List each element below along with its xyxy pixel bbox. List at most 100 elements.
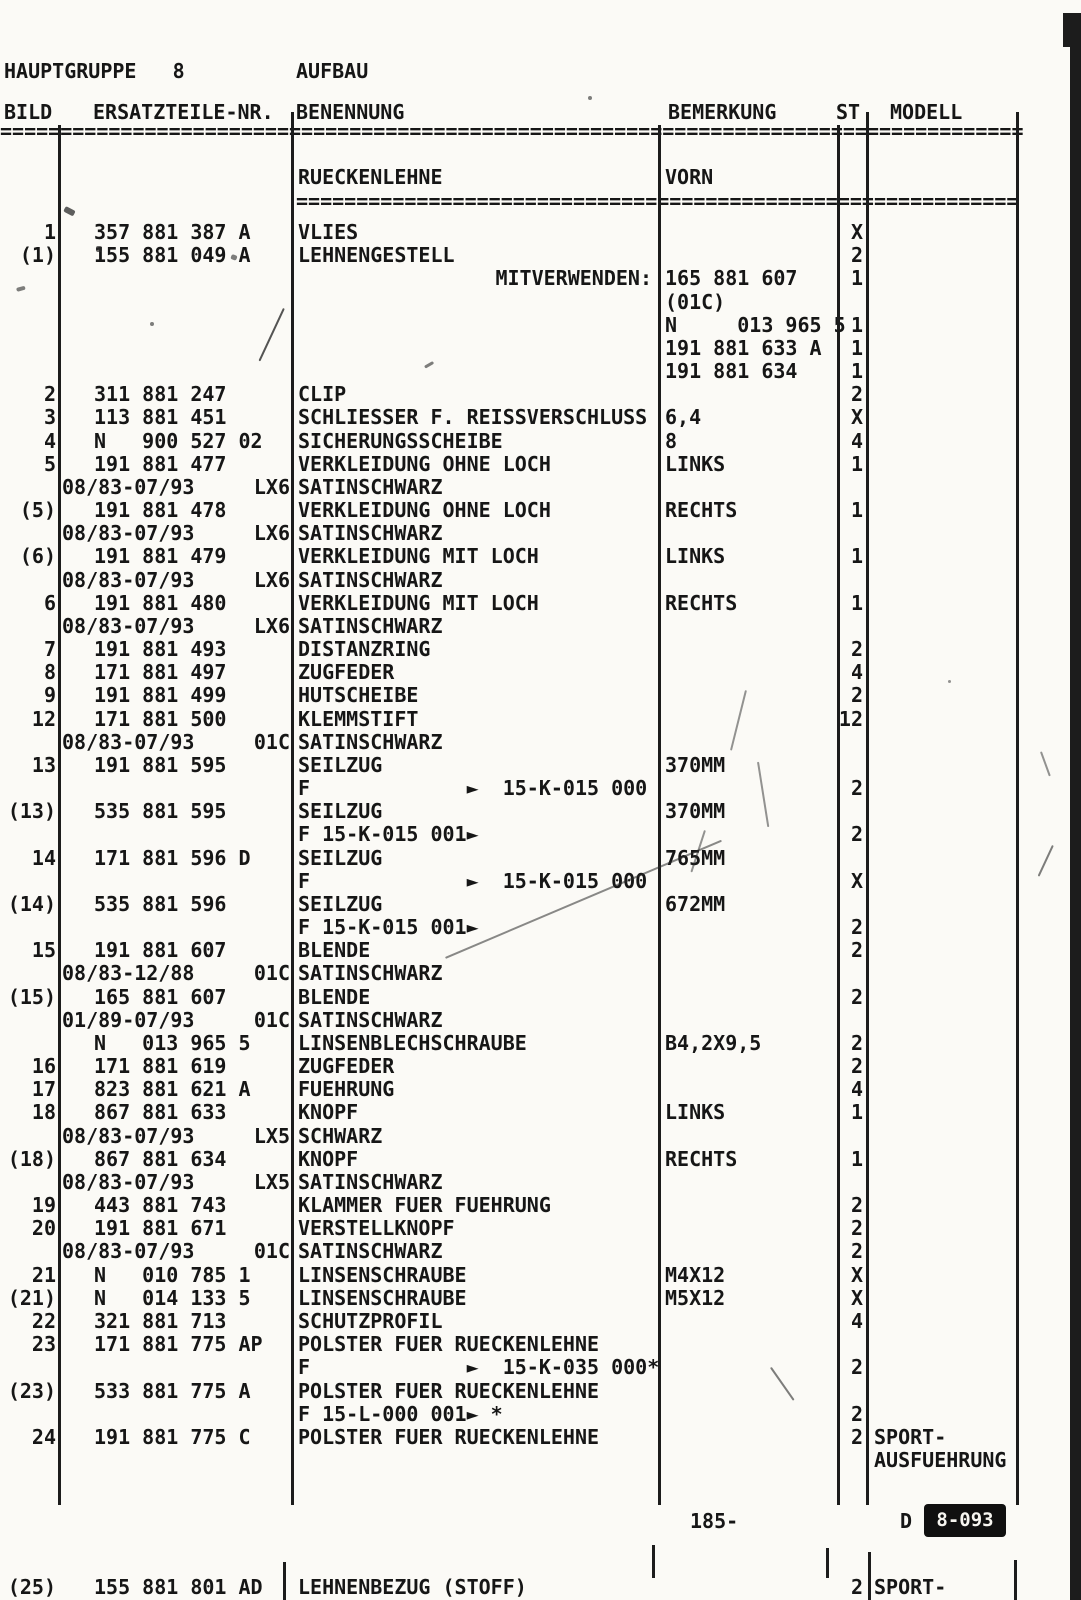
cell-bild: 1 bbox=[43, 220, 56, 244]
cell-nr: N 010 785 1 bbox=[94, 1263, 251, 1287]
table-row: 19 443 881 743 KLAMMER FUER FUEHRUNG 2 bbox=[0, 1194, 1081, 1217]
table-row: 08/83-07/93 LX6 SATINSCHWARZ bbox=[0, 522, 1081, 545]
cell-ben: F ► 15-K-015 000 bbox=[298, 776, 648, 800]
cell-nr: 533 881 775 A bbox=[94, 1379, 251, 1403]
cell-bild: (1) bbox=[19, 243, 56, 267]
table-row: F ► 15-K-015 000 X bbox=[0, 870, 1081, 893]
cell-nr: 443 881 743 bbox=[94, 1193, 227, 1217]
table-row: 8 171 881 497 ZUGFEDER 4 bbox=[0, 661, 1081, 684]
cell-bem: RECHTS bbox=[665, 591, 738, 615]
cell-st: 2 bbox=[850, 243, 863, 267]
cell-bem: M4X12 bbox=[665, 1263, 726, 1287]
table-row: 08/83-07/93 LX6 SATINSCHWARZ bbox=[0, 476, 1081, 499]
cell-nr: 171 881 497 bbox=[94, 660, 227, 684]
cell-nr: 535 881 595 bbox=[94, 799, 227, 823]
cell-st: X bbox=[850, 1286, 863, 1310]
cell-code: LX5 bbox=[253, 1170, 290, 1194]
page-title: HAUPTGRUPPE 8 bbox=[4, 59, 185, 83]
cell-st: 2 bbox=[850, 1239, 863, 1263]
cell-ben: ZUGFEDER bbox=[298, 1054, 395, 1078]
table-row: 18 867 881 633 KNOPF LINKS 1 bbox=[0, 1101, 1081, 1124]
cell-ben: POLSTER FUER RUECKENLEHNE bbox=[298, 1379, 600, 1403]
cell-bem: LINKS bbox=[665, 544, 726, 568]
cell-bild: (21) bbox=[7, 1286, 56, 1310]
cell-nr: 867 881 633 bbox=[94, 1100, 227, 1124]
cell-nr: 867 881 634 bbox=[94, 1147, 227, 1171]
cell-bild: 3 bbox=[43, 405, 56, 429]
cell-st: 2 bbox=[850, 1355, 863, 1379]
cell-bild: 12 bbox=[31, 707, 56, 731]
table-rule bbox=[652, 1545, 655, 1578]
table-row: 08/83-07/93 LX5 SATINSCHWARZ bbox=[0, 1171, 1081, 1194]
cell-ben: VERKLEIDUNG OHNE LOCH bbox=[298, 452, 551, 476]
table-row: 23 171 881 775 AP POLSTER FUER RUECKENLEHN… bbox=[0, 1333, 1081, 1356]
cell-st: 2 bbox=[850, 1575, 863, 1599]
col-header-bild: BILD bbox=[4, 100, 53, 124]
table-rule bbox=[826, 1548, 829, 1578]
cell-bem: 165 881 607 bbox=[665, 266, 798, 290]
cell-nr: 191 881 479 bbox=[94, 544, 227, 568]
cell-mod: SPORT- bbox=[874, 1425, 947, 1449]
cell-mod: AUSFUEHRUNG bbox=[874, 1448, 1007, 1472]
cell-ben: FUEHRUNG bbox=[298, 1077, 395, 1101]
cell-nr: 191 881 493 bbox=[94, 637, 227, 661]
cell-bild: 16 bbox=[31, 1054, 56, 1078]
cell-st: 2 bbox=[850, 1402, 863, 1426]
table-row: (6) 191 881 479 VERKLEIDUNG MIT LOCH LINKS 1 bbox=[0, 545, 1081, 568]
cell-ben: VERKLEIDUNG MIT LOCH bbox=[298, 591, 539, 615]
cell-code: LX6 bbox=[253, 475, 290, 499]
table-row: (14) 535 881 596 SEILZUG 672MM bbox=[0, 893, 1081, 916]
cell-nr: 171 881 500 bbox=[94, 707, 227, 731]
cell-bem: 191 881 633 A bbox=[665, 336, 822, 360]
table-row: 12 171 881 500 KLEMMSTIFT 12 bbox=[0, 708, 1081, 731]
table-row: 21 N 010 785 1 LINSENSCHRAUBE M4X12 X bbox=[0, 1264, 1081, 1287]
cell-st: 2 bbox=[850, 822, 863, 846]
table-row: AUSFUEHRUNG bbox=[0, 1449, 1081, 1472]
table-rule bbox=[658, 125, 661, 1505]
table-row: 5 191 881 477 VERKLEIDUNG OHNE LOCH LINKS 1 bbox=[0, 453, 1081, 476]
table-row: (5) 191 881 478 VERKLEIDUNG OHNE LOCH RECHT… bbox=[0, 499, 1081, 522]
table-row: 16 171 881 619 ZUGFEDER 2 bbox=[0, 1055, 1081, 1078]
cell-ben: SATINSCHWARZ bbox=[298, 521, 443, 545]
cell-ben: LINSENSCHRAUBE bbox=[298, 1263, 467, 1287]
cell-code: LX5 bbox=[253, 1124, 290, 1148]
cell-nr: 171 881 775 AP bbox=[94, 1332, 263, 1356]
cell-st: X bbox=[850, 405, 863, 429]
cell-ben: HUTSCHEIBE bbox=[298, 683, 419, 707]
cell-code: 01C bbox=[253, 730, 290, 754]
cell-nr: N 014 133 5 bbox=[94, 1286, 251, 1310]
cell-st: 2 bbox=[850, 1031, 863, 1055]
cell-bem: LINKS bbox=[665, 452, 726, 476]
cell-ben: SEILZUG bbox=[298, 892, 383, 916]
cell-ben: SATINSCHWARZ bbox=[298, 961, 443, 985]
cell-nr: 191 881 671 bbox=[94, 1216, 227, 1240]
cell-date: 08/83-07/93 bbox=[62, 568, 195, 592]
table-row: 08/83-07/93 LX5 SCHWARZ bbox=[0, 1125, 1081, 1148]
table-rule bbox=[866, 112, 869, 1505]
cell-ben: SATINSCHWARZ bbox=[298, 1239, 443, 1263]
cell-bild: (25) bbox=[7, 1575, 56, 1599]
cell-mitv: MITVERWENDEN: bbox=[495, 266, 652, 290]
cell-st: 1 bbox=[850, 1147, 863, 1171]
table-row: MITVERWENDEN: 165 881 607 1 bbox=[0, 267, 1081, 290]
col-header-bemerkung: BEMERKUNG bbox=[668, 100, 777, 124]
table-row: 2 311 881 247 CLIP 2 bbox=[0, 383, 1081, 406]
cell-bild: (13) bbox=[7, 799, 56, 823]
table-row: (18) 867 881 634 KNOPF RECHTS 1 bbox=[0, 1148, 1081, 1171]
table-rule bbox=[1014, 1560, 1017, 1600]
cell-nr: 113 881 451 bbox=[94, 405, 227, 429]
cell-date: 08/83-07/93 bbox=[62, 1124, 195, 1148]
table-row: F ► 15-K-035 000* 2 bbox=[0, 1356, 1081, 1379]
cell-ben: F ► 15-K-015 000 bbox=[298, 869, 648, 893]
cell-date: 08/83-07/93 bbox=[62, 475, 195, 499]
cell-st: 4 bbox=[850, 660, 863, 684]
cell-st: 12 bbox=[838, 707, 863, 731]
table-row: (21) N 014 133 5 LINSENSCHRAUBE M5X12 X bbox=[0, 1287, 1081, 1310]
cell-bild: 6 bbox=[43, 591, 56, 615]
cell-bem: LINKS bbox=[665, 1100, 726, 1124]
cell-date: 08/83-07/93 bbox=[62, 521, 195, 545]
cell-bem: B4,2X9,5 bbox=[665, 1031, 762, 1055]
cell-st: 1 bbox=[850, 544, 863, 568]
cell-st: X bbox=[850, 1263, 863, 1287]
table-row: 1 357 881 387 A VLIES X bbox=[0, 221, 1081, 244]
